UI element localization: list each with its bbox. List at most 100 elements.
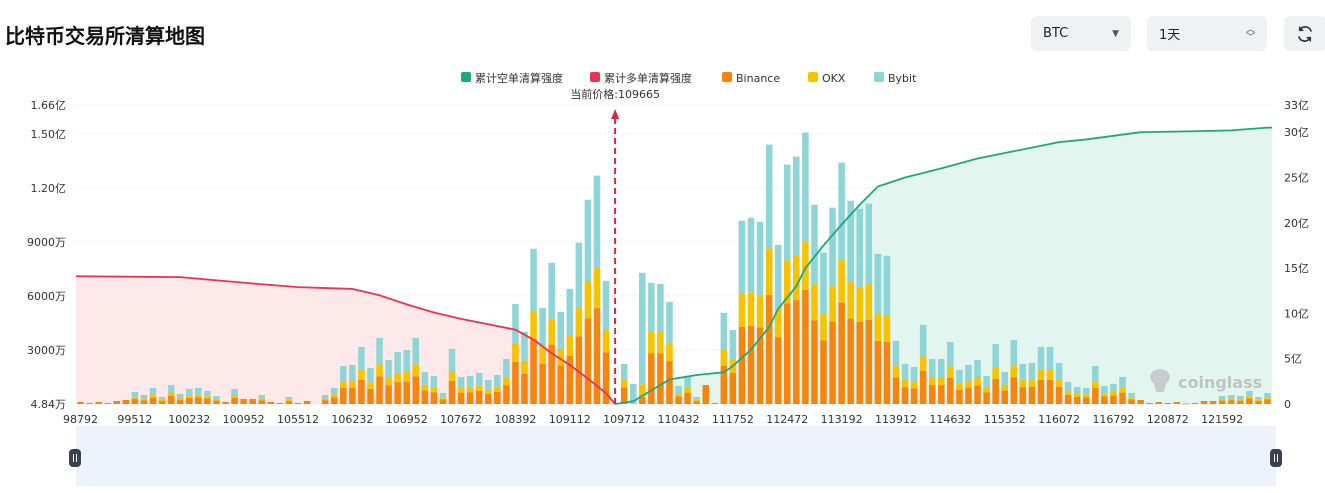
bar-binance: [901, 387, 909, 404]
coin-select[interactable]: BTC ▼: [1031, 16, 1131, 51]
bar-okx: [874, 313, 882, 341]
bar-binance: [1191, 402, 1199, 404]
bar-okx: [847, 282, 854, 319]
bar-bybit: [285, 396, 293, 400]
legend-item[interactable]: OKX: [808, 72, 846, 85]
bar-bybit: [340, 365, 347, 382]
x-axis-tick: 113192: [821, 413, 863, 426]
bar-binance: [1173, 402, 1181, 404]
bar-okx: [321, 398, 329, 401]
left-axis-tick: 3000万: [27, 344, 66, 357]
caret-down-icon: ▼: [1112, 28, 1119, 39]
bar-binance: [457, 392, 465, 404]
refresh-button[interactable]: [1284, 16, 1325, 51]
bar-okx: [811, 284, 818, 321]
bar-bybit: [629, 383, 637, 404]
bar-okx: [195, 394, 202, 398]
bar-bybit: [965, 364, 972, 381]
bar-binance: [1137, 400, 1144, 404]
bar-bybit: [1110, 383, 1117, 392]
bar-bybit: [992, 343, 999, 368]
bar-bybit: [838, 162, 845, 260]
right-axis-tick: 30亿: [1284, 126, 1309, 139]
bar-binance: [720, 365, 728, 404]
bar-binance: [1101, 396, 1108, 404]
bar-bybit: [512, 303, 519, 344]
bar-binance: [167, 396, 175, 404]
right-axis-tick: 33亿: [1284, 99, 1309, 112]
bar-binance: [1218, 400, 1226, 404]
bar-okx: [684, 387, 691, 393]
bar-binance: [258, 400, 266, 404]
legend-swatch: [874, 72, 884, 82]
bar-binance: [919, 370, 927, 404]
x-axis-tick: 105512: [277, 413, 319, 426]
bar-binance: [267, 402, 275, 404]
bar-binance: [1255, 401, 1262, 404]
bar-binance: [1264, 399, 1271, 404]
range-slider-track[interactable]: [76, 426, 1276, 486]
bar-okx: [1246, 396, 1253, 399]
bar-bybit: [1010, 339, 1018, 366]
watermark-logo: [1150, 369, 1170, 392]
bar-binance: [1209, 400, 1217, 404]
bar-okx: [167, 392, 175, 397]
bar-okx: [1082, 394, 1090, 398]
bar-okx: [829, 286, 836, 322]
bar-bybit: [149, 387, 157, 395]
bar-bybit: [793, 156, 800, 256]
page-title: 比特币交易所清算地图: [5, 24, 205, 48]
bar-bybit: [131, 391, 139, 397]
period-select[interactable]: 1天 ︿ ﹀: [1147, 16, 1267, 51]
bar-bybit: [820, 252, 827, 314]
bar-binance: [1055, 386, 1063, 404]
bar-binance: [349, 387, 356, 404]
bar-okx: [865, 283, 873, 320]
bar-binance: [185, 397, 193, 404]
bar-bybit: [548, 262, 555, 320]
legend-item[interactable]: 累计空单清算强度: [461, 71, 563, 85]
bar-binance: [965, 387, 972, 404]
bar-binance: [1073, 396, 1081, 404]
bar-binance: [494, 391, 501, 404]
bar-okx: [358, 369, 365, 381]
refresh-icon: [1298, 25, 1312, 42]
left-axis-tick: 1.50亿: [31, 128, 67, 141]
range-slider-handle[interactable]: [1270, 449, 1282, 467]
bar-okx: [185, 394, 193, 398]
bar-okx: [675, 393, 682, 397]
left-axis-tick: 1.66亿: [31, 99, 67, 112]
bar-bybit: [421, 371, 429, 385]
bar-bybit: [1227, 394, 1235, 399]
bar-okx: [765, 248, 773, 296]
bar-binance: [140, 400, 148, 404]
legend-item[interactable]: Binance: [722, 72, 780, 85]
x-axis-tick: 113912: [875, 413, 917, 426]
bar-okx: [1119, 387, 1126, 393]
bar-okx: [756, 294, 764, 328]
bar-okx: [1028, 379, 1036, 387]
range-slider-handle[interactable]: [69, 449, 81, 467]
bar-okx: [648, 331, 655, 354]
legend-swatch: [461, 72, 471, 82]
bar-bybit: [321, 394, 329, 399]
x-axis-tick: 109712: [603, 413, 645, 426]
bar-bybit: [530, 248, 537, 311]
bar-okx: [494, 386, 501, 392]
bar-bybit: [349, 364, 356, 381]
legend-label: 累计多单清算强度: [604, 71, 692, 85]
bar-okx: [974, 377, 981, 386]
bar-binance: [557, 365, 565, 404]
bar-bybit: [901, 363, 909, 380]
bar-okx: [539, 346, 546, 364]
x-axis-tick: 107672: [440, 413, 482, 426]
bar-binance: [340, 388, 347, 404]
bar-bybit: [258, 394, 266, 399]
bar-okx: [457, 387, 465, 393]
bar-okx: [856, 286, 864, 322]
bar-okx: [140, 398, 148, 401]
bar-okx: [956, 383, 963, 390]
legend-item[interactable]: 累计多单清算强度: [590, 71, 692, 85]
legend-item[interactable]: Bybit: [874, 72, 917, 85]
bar-okx: [657, 331, 664, 354]
